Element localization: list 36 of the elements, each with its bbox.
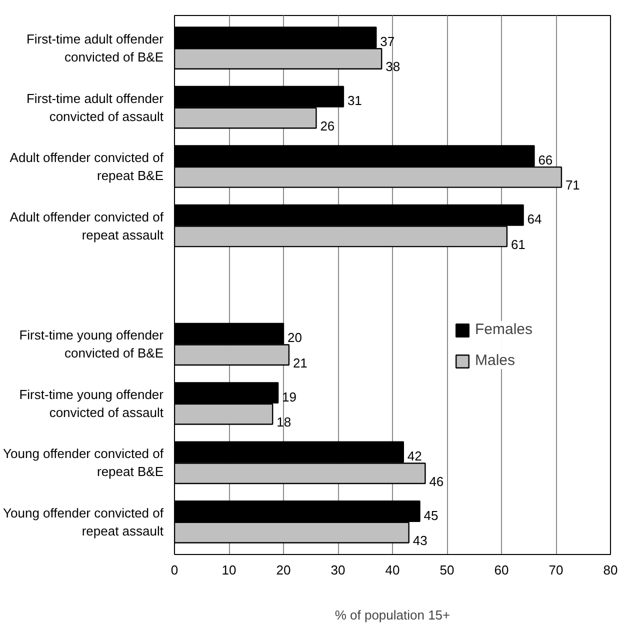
y-tick-label: First-time adult offender convicted of assault	[26, 90, 164, 124]
x-tick-label: 10	[222, 562, 236, 578]
y-tick-label: First-time young offender convicted of assault	[19, 386, 164, 420]
legend-label: Males	[475, 352, 516, 369]
data-label: 26	[320, 118, 335, 134]
data-label: 38	[386, 59, 400, 74]
data-label: 31	[347, 93, 362, 108]
data-label: 18	[276, 414, 292, 430]
data-label: 64	[527, 212, 542, 227]
data-label: 46	[429, 474, 444, 489]
x-tick-label: 0	[170, 562, 178, 578]
data-label: 45	[424, 508, 438, 523]
legend-label: Females	[475, 321, 533, 338]
x-tick-label: 70	[548, 562, 564, 578]
data-label: 37	[380, 34, 395, 49]
x-tick-label: 30	[330, 562, 346, 578]
data-label: 61	[510, 236, 526, 252]
data-label: 66	[538, 152, 553, 168]
x-tick-label: 80	[603, 562, 618, 578]
y-tick-label: Young offender convicted of repeat assault	[3, 505, 164, 538]
data-label: 42	[407, 448, 422, 464]
x-tick-label: 20	[276, 562, 291, 578]
data-label: 21	[292, 355, 308, 370]
x-tick-label: 40	[385, 562, 400, 578]
y-tick-label: First-time young offender convicted of B&E	[19, 328, 164, 361]
y-tick-label: Young offender convicted of repeat B&E	[3, 446, 164, 480]
x-tick-label: 50	[440, 562, 454, 578]
y-tick-label: First-time adult offender convicted of B&E	[26, 32, 164, 65]
x-axis-title: % of population 15+	[334, 608, 450, 622]
data-label: 20	[288, 330, 302, 346]
y-tick-label: Adult offender convicted of repeat B&E	[10, 150, 164, 184]
data-label: 19	[282, 389, 297, 404]
data-label: 71	[565, 178, 580, 193]
y-tick-label: Adult offender convicted of repeat assault	[10, 209, 164, 242]
x-tick-label: 60	[494, 562, 509, 578]
data-label: 43	[412, 533, 428, 548]
